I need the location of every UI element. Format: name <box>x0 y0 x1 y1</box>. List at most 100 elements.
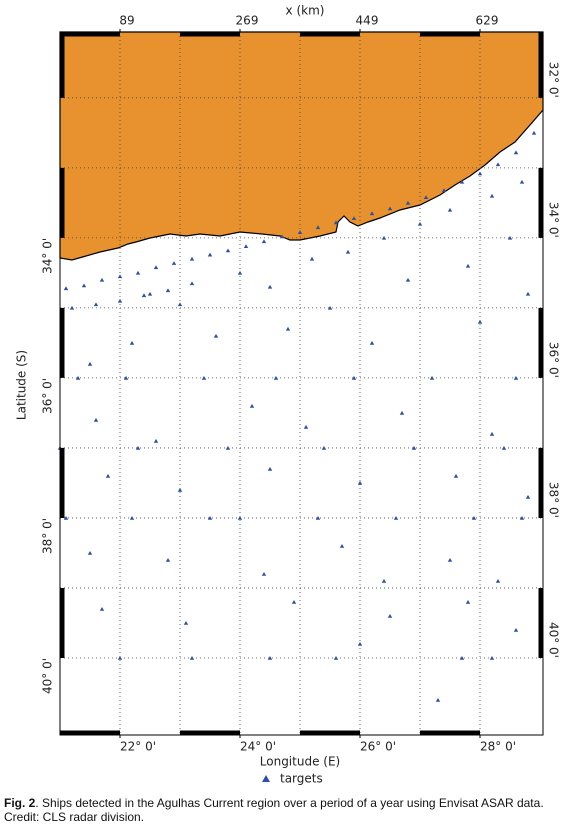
x-tick-label: 24° 0' <box>240 740 276 754</box>
target <box>477 319 483 324</box>
y-tick-label: 34° 0' <box>41 238 55 274</box>
target <box>189 256 195 261</box>
y-tick-label-right: 36° 0' <box>547 342 561 378</box>
target <box>291 599 297 604</box>
y-tick-label-right: 38° 0' <box>547 482 561 518</box>
targets-layer <box>57 130 537 702</box>
x2-axis-label: x (km) <box>286 4 325 18</box>
target <box>321 445 327 450</box>
target <box>63 515 69 520</box>
target <box>93 417 99 422</box>
target <box>471 515 477 520</box>
target <box>495 578 501 583</box>
target <box>453 473 459 478</box>
target <box>267 284 273 289</box>
caption: Fig. 2. Ships detected in the Agulhas Cu… <box>4 796 564 824</box>
target <box>297 230 303 235</box>
target <box>351 375 357 380</box>
target <box>417 221 423 226</box>
target <box>153 265 159 270</box>
target <box>309 256 315 261</box>
target <box>477 171 483 176</box>
target <box>315 515 321 520</box>
target <box>423 195 429 200</box>
target <box>189 281 195 286</box>
target <box>447 557 453 562</box>
target <box>105 473 111 478</box>
target <box>261 571 267 576</box>
target <box>207 515 213 520</box>
target <box>63 286 69 291</box>
target <box>135 445 141 450</box>
target <box>315 225 321 230</box>
x2-tick-label: 269 <box>236 14 259 28</box>
target <box>351 216 357 221</box>
target <box>381 235 387 240</box>
target <box>87 361 93 366</box>
target <box>369 340 375 345</box>
target <box>507 235 513 240</box>
target <box>117 655 123 660</box>
target <box>183 620 189 625</box>
map: x (km) Longitude (E) Latitude (S) target… <box>15 4 561 786</box>
target <box>135 270 141 275</box>
target <box>237 270 243 275</box>
target <box>459 179 465 184</box>
x2-tick-label: 449 <box>356 14 379 28</box>
y-tick-label: 40° 0' <box>41 658 55 694</box>
target <box>465 599 471 604</box>
land <box>59 31 544 261</box>
target <box>393 515 399 520</box>
target <box>165 557 171 562</box>
target <box>99 606 105 611</box>
target <box>441 188 447 193</box>
target <box>303 424 309 429</box>
x-tick-label: 28° 0' <box>480 740 516 754</box>
target <box>69 305 75 310</box>
target <box>81 283 87 288</box>
target <box>435 697 441 702</box>
target <box>261 239 267 244</box>
target <box>459 655 465 660</box>
y-tick-label: 38° 0' <box>41 518 55 554</box>
target <box>513 150 519 155</box>
target <box>75 375 81 380</box>
target <box>129 340 135 345</box>
target <box>201 375 207 380</box>
target <box>129 515 135 520</box>
target <box>147 291 153 296</box>
target <box>411 445 417 450</box>
target <box>327 305 333 310</box>
target <box>99 277 105 282</box>
target <box>279 234 285 239</box>
target <box>465 263 471 268</box>
target <box>369 211 375 216</box>
target <box>189 655 195 660</box>
x-tick-label: 26° 0' <box>360 740 396 754</box>
target <box>333 655 339 660</box>
target <box>87 550 93 555</box>
target <box>447 207 453 212</box>
y-axis-label: Latitude (S) <box>15 350 29 420</box>
target <box>489 431 495 436</box>
target <box>165 288 171 293</box>
target <box>489 193 495 198</box>
target <box>171 261 177 265</box>
target <box>273 375 279 380</box>
target <box>153 438 159 443</box>
target <box>357 641 363 646</box>
target <box>117 274 123 279</box>
target <box>429 375 435 380</box>
target <box>513 627 519 632</box>
target <box>513 375 519 380</box>
target <box>177 487 183 492</box>
y-tick-label-right: 40° 0' <box>547 622 561 658</box>
target <box>525 494 531 499</box>
target <box>243 244 249 249</box>
target <box>225 445 231 450</box>
target <box>267 466 273 471</box>
caption-text: . Ships detected in the Agulhas Current … <box>4 796 544 824</box>
target <box>531 130 537 135</box>
target <box>207 252 213 257</box>
